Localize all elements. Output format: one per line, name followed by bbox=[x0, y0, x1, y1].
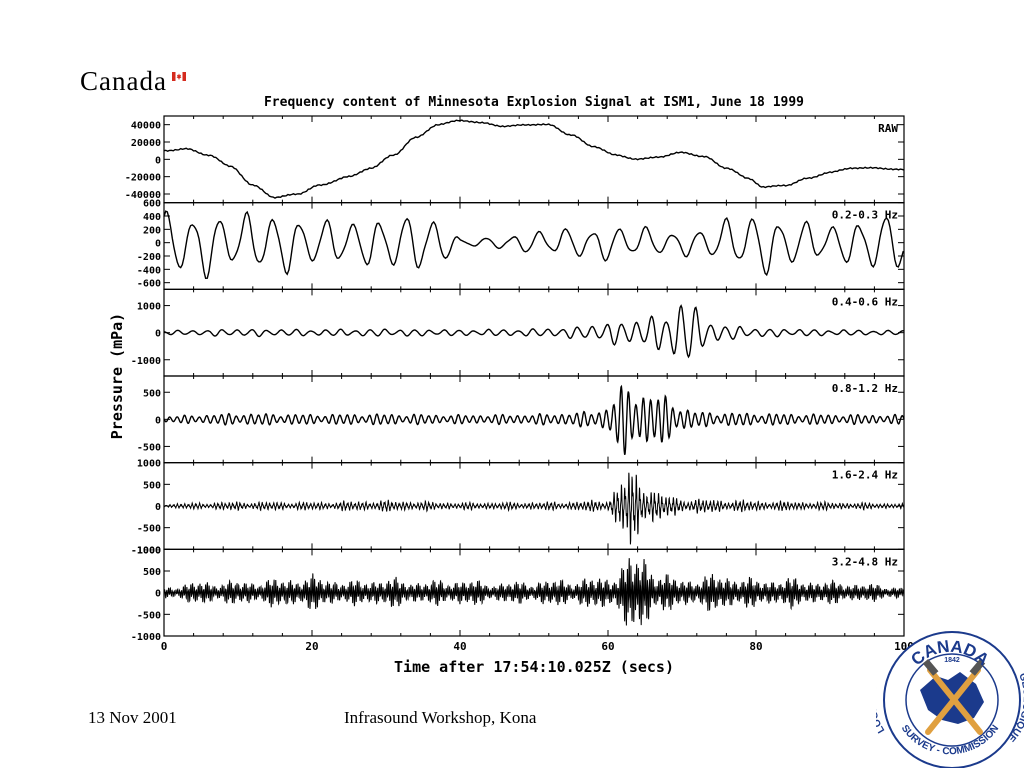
waveform-series-line bbox=[163, 119, 905, 199]
y-tick-label: -600 bbox=[137, 279, 161, 290]
y-tick-label: 40000 bbox=[131, 121, 161, 132]
y-tick-label: -1000 bbox=[131, 356, 161, 367]
canada-wordmark-text: Canada bbox=[80, 66, 167, 96]
y-tick-label: 200 bbox=[143, 225, 161, 236]
waveform-series-line bbox=[163, 558, 905, 626]
y-tick-label: -200 bbox=[137, 252, 161, 263]
y-tick-label: -500 bbox=[137, 524, 161, 535]
y-tick-label: -500 bbox=[137, 610, 161, 621]
y-tick-label: 500 bbox=[143, 567, 161, 578]
panel-label: RAW bbox=[878, 122, 898, 135]
y-tick-label: -20000 bbox=[125, 173, 161, 184]
panel-label: 0.2-0.3 Hz bbox=[832, 209, 898, 222]
y-tick-label: 1000 bbox=[137, 302, 161, 313]
chart-title: Frequency content of Minnesota Explosion… bbox=[264, 95, 804, 110]
y-tick-label: 400 bbox=[143, 212, 161, 223]
y-tick-label: 600 bbox=[143, 199, 161, 210]
y-tick-label: -1000 bbox=[131, 545, 161, 556]
y-tick-label: 0 bbox=[155, 502, 161, 513]
waveform-series-line bbox=[163, 210, 904, 280]
y-tick-label: -1000 bbox=[131, 632, 161, 643]
panel-label: 1.6-2.4 Hz bbox=[832, 469, 898, 482]
footer-date: 13 Nov 2001 bbox=[88, 708, 177, 727]
y-tick-label: -400 bbox=[137, 265, 161, 276]
x-tick-label: 60 bbox=[601, 640, 614, 653]
y-tick-label: 0 bbox=[155, 155, 161, 166]
panel-label: 0.8-1.2 Hz bbox=[832, 382, 898, 395]
panel-frame bbox=[163, 288, 905, 377]
panel-frame bbox=[163, 115, 905, 204]
x-tick-label: 0 bbox=[161, 640, 168, 653]
panel-label: 0.4-0.6 Hz bbox=[832, 295, 898, 308]
y-tick-label: 0 bbox=[155, 589, 161, 600]
x-tick-label: 40 bbox=[453, 640, 466, 653]
y-tick-label: 500 bbox=[143, 480, 161, 491]
canada-flag-icon bbox=[172, 72, 186, 81]
y-tick-label: 20000 bbox=[131, 138, 161, 149]
x-tick-label: 80 bbox=[749, 640, 762, 653]
canada-wordmark-logo: Canada bbox=[80, 66, 186, 97]
geological-survey-seal-logo: CANADA 1842 LOGICAL SURVEY - COMMISSION … bbox=[876, 631, 1024, 768]
y-tick-label: 1000 bbox=[137, 459, 161, 470]
frequency-content-chart: Frequency content of Minnesota Explosion… bbox=[108, 95, 914, 676]
waveform-series-line bbox=[163, 384, 905, 455]
seal-year: 1842 bbox=[944, 657, 960, 664]
panel-label: 3.2-4.8 Hz bbox=[832, 555, 898, 568]
waveform-series-line bbox=[163, 304, 905, 359]
waveform-series-line bbox=[163, 472, 905, 545]
y-tick-label: -40000 bbox=[125, 190, 161, 201]
y-tick-label: 1000 bbox=[137, 545, 161, 556]
y-tick-label: 500 bbox=[143, 388, 161, 399]
x-axis-label: Time after 17:54:10.025Z (secs) bbox=[394, 658, 674, 676]
y-tick-label: 0 bbox=[155, 415, 161, 426]
y-tick-label: 0 bbox=[155, 329, 161, 340]
y-tick-label: -500 bbox=[137, 442, 161, 453]
footer-event: Infrasound Workshop, Kona bbox=[344, 708, 537, 727]
panel-frame bbox=[163, 202, 905, 290]
x-tick-label: 20 bbox=[305, 640, 318, 653]
y-tick-label: 0 bbox=[155, 239, 161, 250]
y-axis-label: Pressure (mPa) bbox=[108, 313, 126, 439]
